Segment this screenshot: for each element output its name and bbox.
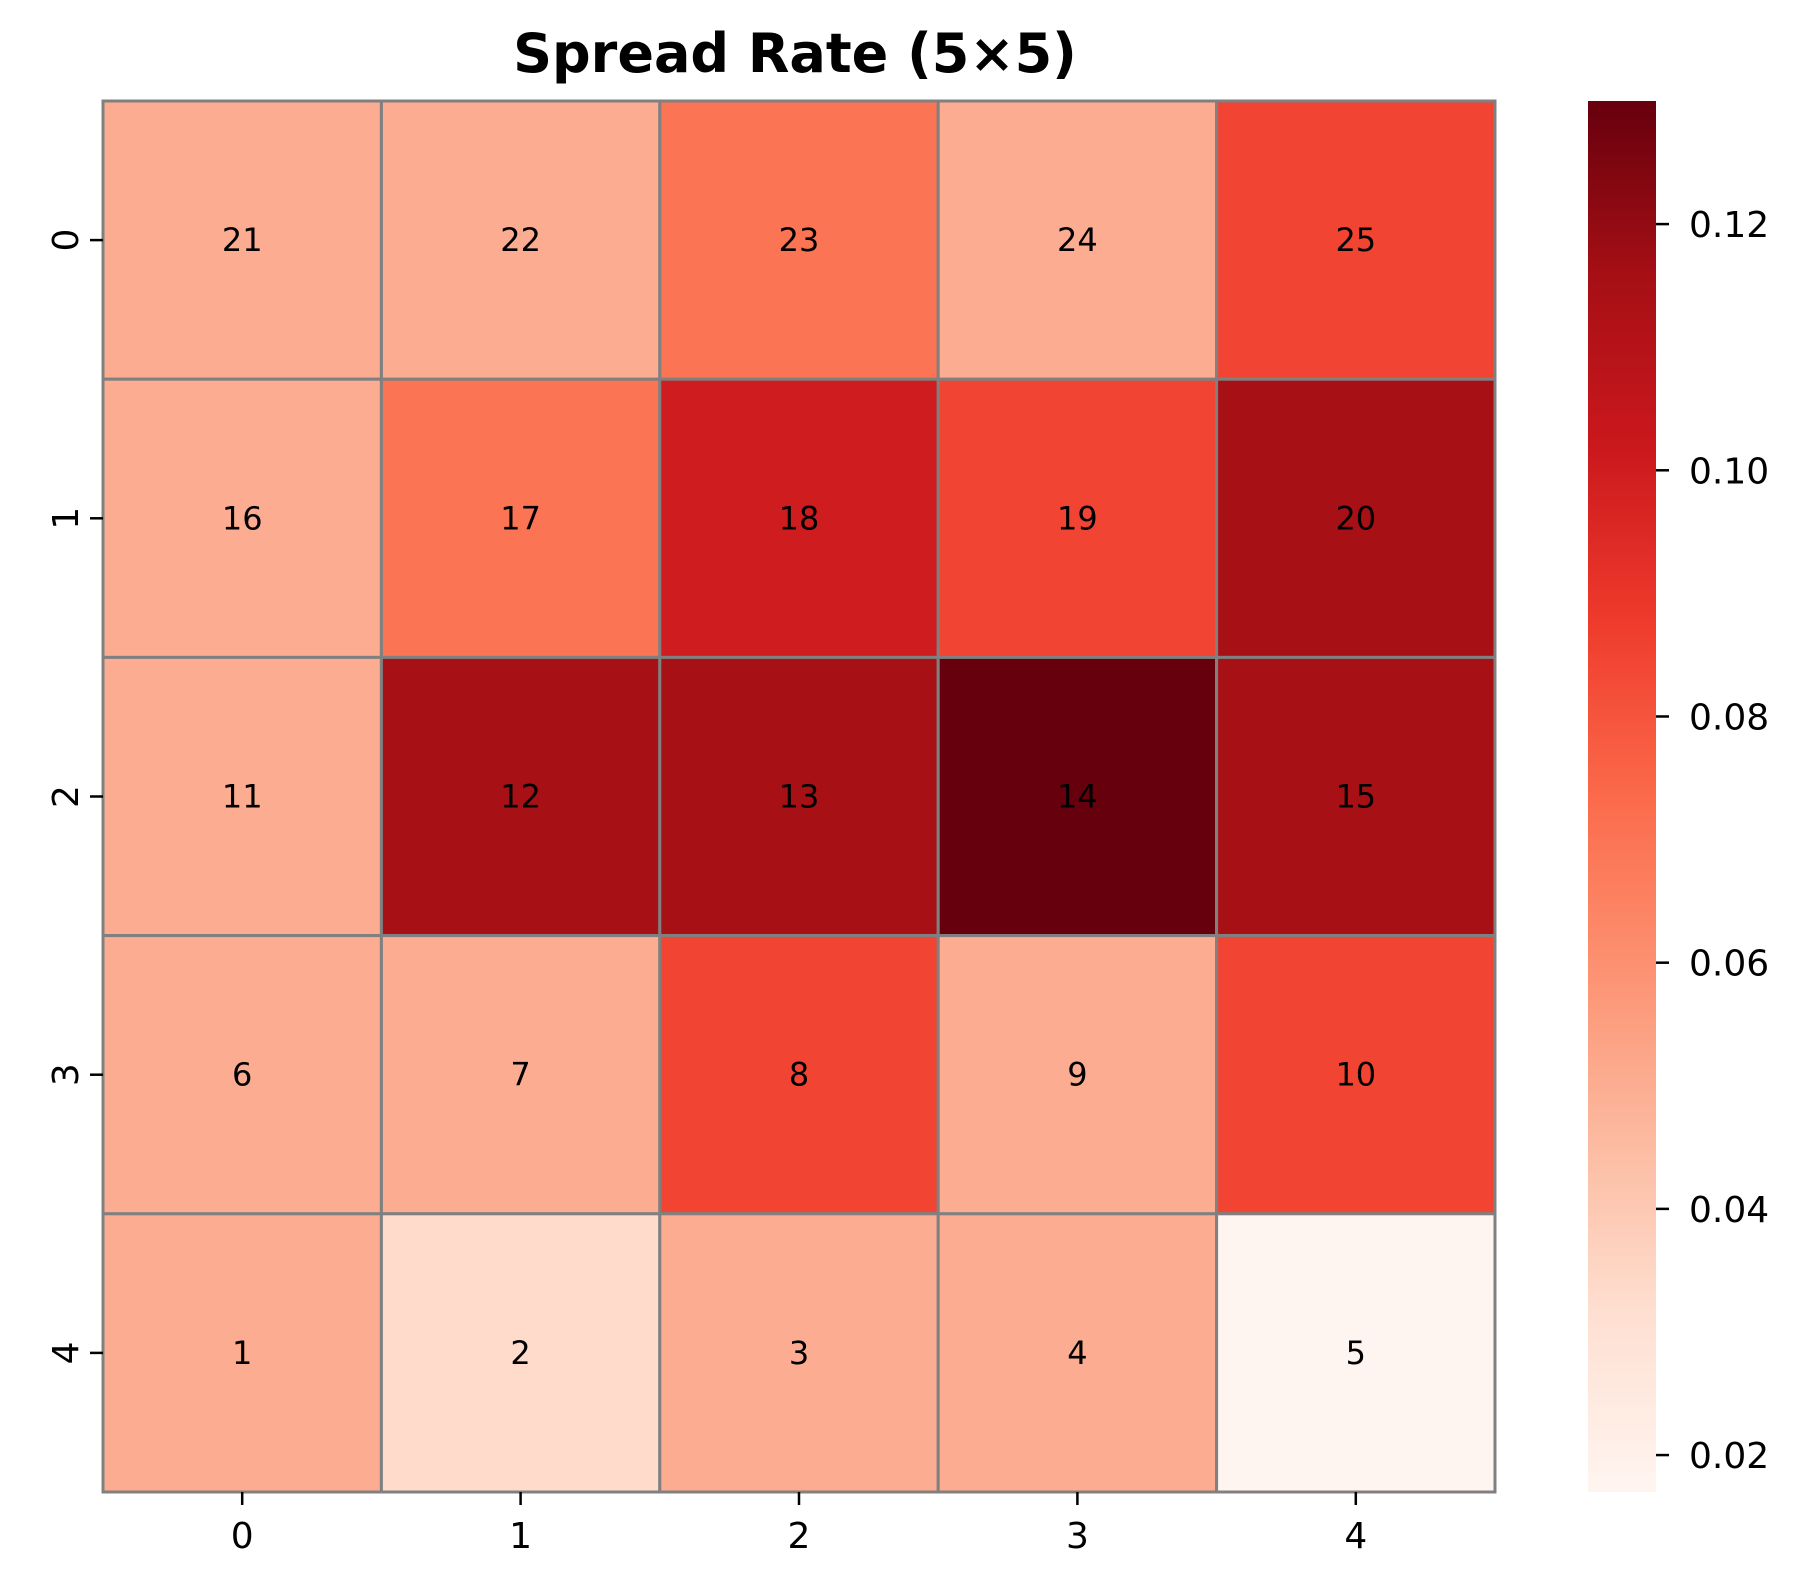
cell-label: 18 [779, 499, 820, 537]
heatmap-cell [379, 99, 662, 381]
cell-label: 7 [510, 1056, 530, 1094]
colorbar-tick-label: 0.04 [1689, 1190, 1769, 1231]
chart-title: Spread Rate (5×5) [513, 22, 1077, 85]
cell-label: 1 [232, 1334, 252, 1372]
cell-label: 11 [222, 778, 263, 816]
heatmap-cell [936, 99, 1219, 381]
cell-label: 2 [510, 1334, 530, 1372]
cell-label: 10 [1335, 1056, 1376, 1094]
colorbar-tick-label: 0.08 [1689, 697, 1769, 738]
heatmap-cell [101, 377, 383, 659]
x-tick-label: 0 [231, 1516, 254, 1557]
heatmap-cell [1215, 655, 1497, 938]
x-tick-label: 2 [788, 1516, 811, 1557]
heatmap-cell [658, 99, 940, 381]
cell-label: 23 [779, 221, 820, 259]
colorbar-tick-label: 0.12 [1689, 205, 1769, 246]
colorbar-tick-label: 0.02 [1689, 1436, 1769, 1477]
cell-label: 12 [500, 778, 541, 816]
heatmap-cells [101, 99, 1497, 1494]
cell-label: 22 [500, 221, 541, 259]
cell-label: 9 [1067, 1056, 1087, 1094]
cell-label: 15 [1335, 778, 1376, 816]
heatmap-cell [658, 934, 940, 1216]
cell-label: 5 [1346, 1334, 1366, 1372]
y-tick-label: 4 [46, 1341, 87, 1364]
cell-label: 4 [1067, 1334, 1087, 1372]
colorbar-gradient [1588, 101, 1656, 1492]
heatmap-cell [379, 1212, 662, 1494]
cell-label: 14 [1057, 778, 1098, 816]
cell-label: 25 [1335, 221, 1376, 259]
cell-label: 20 [1335, 499, 1376, 537]
cell-label: 24 [1057, 221, 1098, 259]
cell-label: 21 [222, 221, 263, 259]
heatmap-cell [1215, 934, 1497, 1216]
cell-label: 3 [789, 1334, 809, 1372]
heatmap-cell [658, 377, 940, 659]
colorbar: 0.02 0.04 0.06 0.08 0.10 0.12 [1588, 101, 1769, 1492]
heatmap-cell [101, 99, 383, 381]
x-tick-label: 3 [1066, 1516, 1089, 1557]
cell-label: 13 [779, 778, 820, 816]
y-axis: 0 1 2 3 4 [46, 229, 103, 1364]
heatmap-cell [379, 655, 662, 938]
cell-label: 6 [232, 1056, 252, 1094]
y-tick-label: 3 [46, 1063, 87, 1086]
cell-label: 19 [1057, 499, 1098, 537]
x-axis: 0 1 2 3 4 [231, 1492, 1367, 1557]
heatmap-cell [658, 655, 940, 938]
heatmap-cell [1215, 99, 1497, 381]
cell-label: 17 [500, 499, 541, 537]
heatmap-cell [936, 655, 1219, 938]
heatmap-cell [936, 934, 1219, 1216]
colorbar-tick-label: 0.10 [1689, 451, 1769, 492]
heatmap-cell [101, 1212, 383, 1494]
heatmap-cell [379, 934, 662, 1216]
y-tick-label: 2 [46, 785, 87, 808]
y-tick-label: 0 [46, 229, 87, 252]
heatmap-cell [658, 1212, 940, 1494]
heatmap-cell [1215, 377, 1497, 659]
x-tick-label: 1 [509, 1516, 532, 1557]
heatmap-cell [1215, 1212, 1497, 1494]
colorbar-tick-label: 0.06 [1689, 944, 1769, 985]
cell-label: 8 [789, 1056, 809, 1094]
y-tick-label: 1 [46, 507, 87, 530]
cell-label: 16 [222, 499, 263, 537]
x-tick-label: 4 [1344, 1516, 1367, 1557]
